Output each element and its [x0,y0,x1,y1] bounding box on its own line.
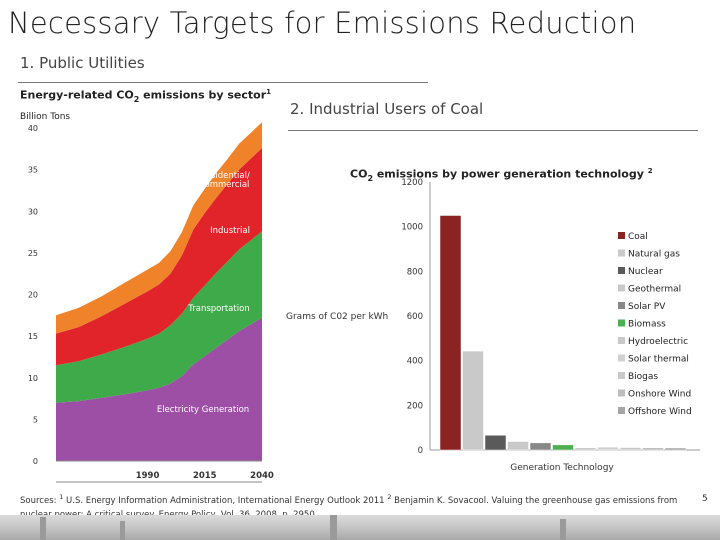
area-series-transportation [56,231,262,403]
section-heading-public-utilities: 1. Public Utilities [20,54,145,72]
section2-divider [288,130,698,131]
area-y-tick-label: 15 [28,332,38,341]
area-y-tick-label: 5 [33,415,38,424]
bar-y-axis-title: Grams of C02 per kWh [286,312,388,322]
area-series-residential-commercial [56,122,262,334]
sources-footnote: Sources: 1 U.S. Energy Information Admin… [20,493,678,520]
bar-onshore-wind [642,447,664,451]
smokestack [560,519,566,540]
bar-chart-subtitle: CO2 emissions by power generation techno… [350,167,653,183]
legend-swatch [618,372,625,379]
legend-swatch [618,389,625,397]
area-series-industrial [56,148,262,366]
bar-y-tick-label: 1000 [401,223,423,233]
bar-geothermal [507,441,529,451]
label-industrial: Industrial [210,226,250,236]
smokestack [40,517,46,540]
bar-y-tick-label: 0 [418,446,423,456]
bar-hydroelectric [574,447,597,451]
legend-label: Coal [628,232,648,242]
bar-biomass [552,444,574,451]
legend-label: Natural gas [628,250,680,260]
legend-label: Solar thermal [628,355,689,365]
label-electricity-generation: Electricity Generation [157,405,249,415]
area-x-tick-label: 2040 [250,471,274,481]
legend-label: Solar PV [628,302,666,312]
legend-label: Hydroelectric [628,337,688,347]
legend-swatch [618,354,625,362]
area-x-tick-label: 1990 [136,471,160,481]
label-commercial: Commercial [199,180,250,190]
bar-biogas [619,447,642,451]
legend-swatch [618,302,625,309]
legend-swatch [618,319,625,327]
bar-solar-pv [529,442,552,451]
bar-nuclear [484,435,507,451]
bar-x-axis-title: Generation Technology [510,463,614,473]
legend-label: Onshore Wind [628,390,691,400]
area-chart: 0 5 10 15 20 25 30 35 40 1990 2015 2040 Electricity … [28,122,274,483]
bar-natural-gas [462,350,484,451]
legend-label: Geothermal [628,285,681,295]
area-y-tick-label: 40 [28,124,38,133]
bar-y-tick-label: 400 [407,357,423,367]
bar-coal [439,215,462,451]
area-y-tick-label: 20 [28,291,38,300]
area-y-tick-label: 10 [28,374,38,383]
legend-label: Offshore Wind [628,407,692,417]
area-y-tick-label: 25 [28,249,38,258]
label-residential: Residential/ [200,171,250,181]
area-y-tick-label: 0 [33,457,38,466]
area-chart-unit-label: Billion Tons [20,112,71,122]
legend-swatch [618,284,625,292]
power-plant-footer-image [0,515,720,540]
smokestack [120,521,125,540]
legend-swatch [618,267,625,274]
legend-swatch [618,337,625,344]
section1-divider [18,82,428,83]
area-chart-subtitle: Energy-related CO2 emissions by sector1 [20,88,272,104]
label-transportation: Transportation [187,304,249,314]
legend-swatch [618,249,625,257]
bar-chart: 0 200 400 600 800 1000 1200 Grams of C02 per kW… [286,178,700,473]
bar-offshore-wind [664,447,687,451]
legend-label: Nuclear [628,267,663,277]
area-x-tick-label: 2015 [193,471,217,481]
area-y-tick-label: 35 [28,166,38,175]
area-y-tick-label: 30 [28,207,38,216]
legend-swatch [618,407,625,414]
legend-label: Biomass [628,320,666,330]
slide-title: Necessary Targets for Emissions Reductio… [8,6,637,40]
bar-y-tick-label: 1200 [401,178,423,188]
page-number: 5 [702,494,708,504]
bar-solar-thermal [597,446,619,451]
bar-y-tick-label: 200 [407,401,423,411]
legend-swatch [618,232,625,239]
legend-label: Biogas [628,372,658,382]
area-series-electricity-generation [56,317,262,461]
smokestack [330,515,337,540]
bar-y-tick-label: 800 [407,267,423,277]
section-heading-industrial-coal: 2. Industrial Users of Coal [290,100,484,118]
bar-y-tick-label: 600 [407,312,423,322]
